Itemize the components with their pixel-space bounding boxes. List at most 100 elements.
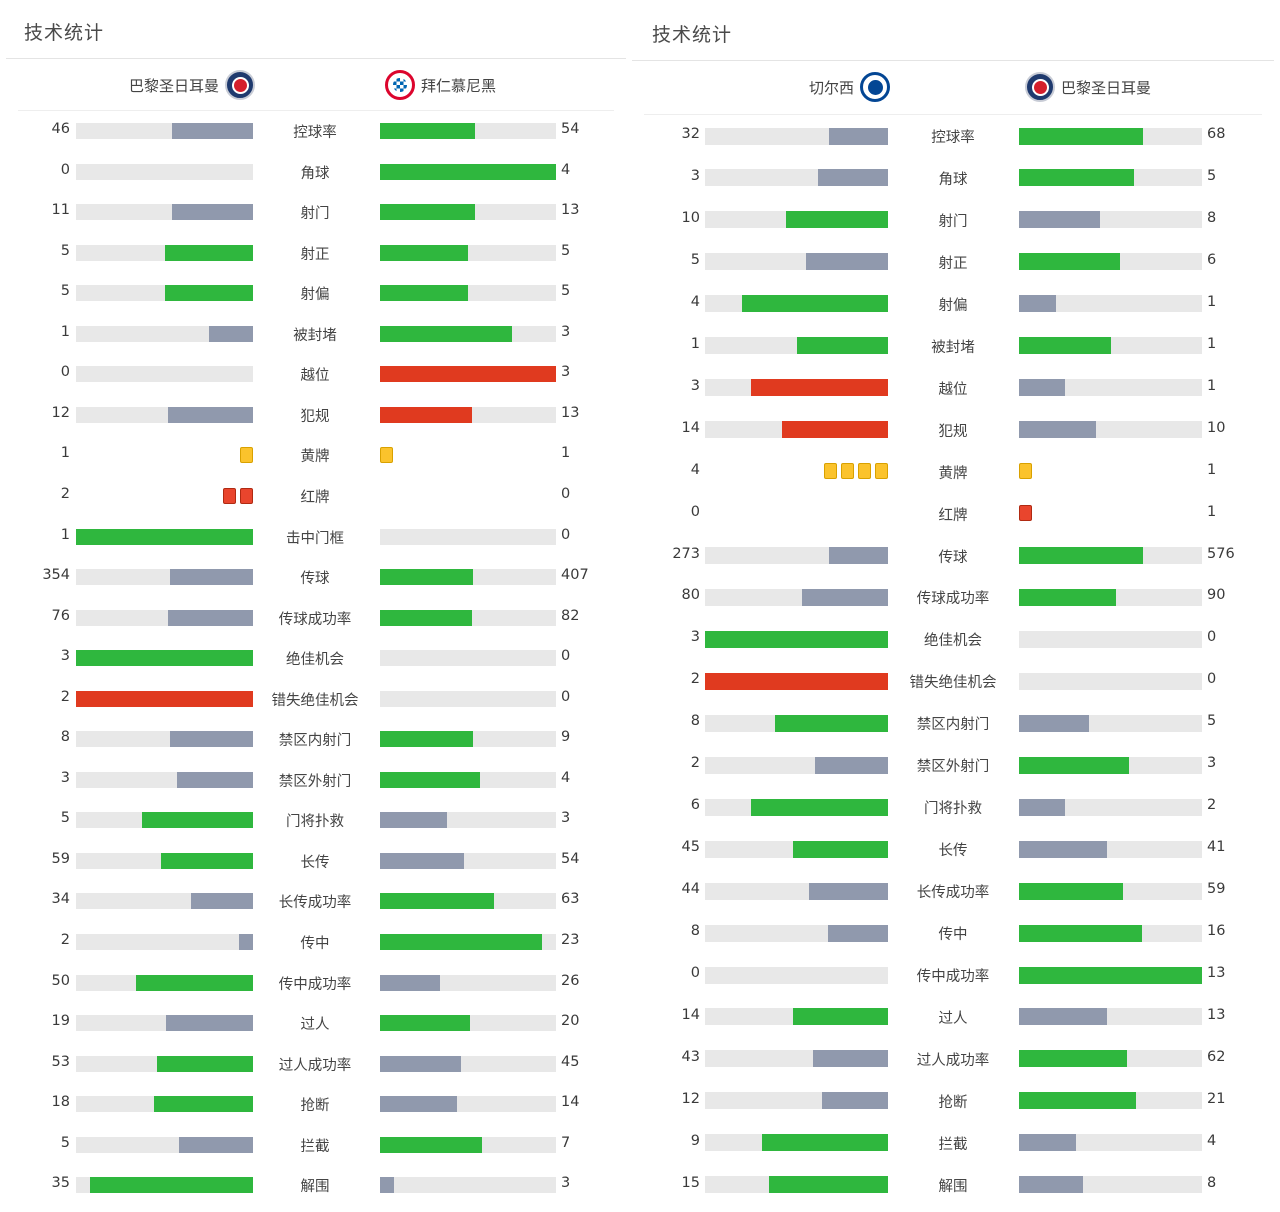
stat-row: 0 角球 4: [0, 160, 628, 184]
home-bar-track: [76, 812, 253, 829]
away-value: 26: [561, 972, 580, 989]
stat-label: 绝佳机会: [286, 652, 344, 669]
away-bar-track: [380, 406, 556, 423]
home-bar-fill: [136, 974, 253, 991]
stat-row: 5 门将扑救 3: [0, 808, 628, 832]
away-value: 63: [561, 891, 580, 908]
home-value: 273: [672, 545, 700, 562]
stat-row: 45 长传 41: [632, 837, 1280, 861]
home-bar-fill: [750, 379, 888, 397]
home-bar-fill: [785, 211, 888, 229]
home-bar-fill: [160, 852, 253, 869]
away-value: 59: [1207, 881, 1226, 898]
home-bar-fill: [818, 169, 888, 187]
home-bar-fill: [774, 714, 888, 732]
away-value: 2: [1207, 797, 1217, 814]
home-cards: [76, 447, 253, 464]
yellow-card-icon: [841, 463, 854, 480]
stat-row: 8 禁区内射门 9: [0, 727, 628, 751]
home-bar-track: [76, 1177, 253, 1194]
away-value: 82: [561, 607, 580, 624]
away-bar-fill: [1019, 1176, 1084, 1194]
home-bar-track: [705, 1050, 888, 1068]
stats-panel-right: 技术统计 切尔西 巴黎圣日耳曼 32 控球率 68 3 角球 5 10 射门 8 5 射正 6 4 射偏 1…: [632, 0, 1280, 1212]
home-bar-track: [705, 211, 888, 229]
home-value: 2: [690, 671, 700, 688]
stat-row: 1 击中门框 0: [0, 525, 628, 549]
home-value: 5: [60, 1134, 70, 1151]
away-bar-track: [380, 650, 556, 667]
stat-label: 射正: [300, 246, 330, 263]
home-bar-track: [76, 731, 253, 748]
away-value: 3: [561, 810, 571, 827]
home-bar-track: [705, 421, 888, 439]
away-value: 8: [1207, 209, 1217, 226]
away-team[interactable]: 巴黎圣日耳曼: [1025, 71, 1245, 103]
home-bar-fill: [796, 337, 888, 355]
away-value: 5: [1207, 167, 1217, 184]
stat-label: 越位: [300, 368, 330, 385]
away-team-name: 拜仁慕尼黑: [421, 76, 497, 95]
home-value: 12: [51, 404, 70, 421]
home-bar-track: [76, 690, 253, 707]
stat-row: 12 犯规 13: [0, 403, 628, 427]
stat-row: 3 禁区外射门 4: [0, 768, 628, 792]
away-value: 1: [1207, 377, 1217, 394]
home-value: 80: [681, 587, 700, 604]
away-bar-track: [1019, 421, 1202, 439]
stat-label: 过人成功率: [278, 1057, 352, 1074]
home-value: 3: [60, 648, 70, 665]
away-bar-track: [1019, 379, 1202, 397]
home-bar-track: [705, 882, 888, 900]
away-value: 0: [561, 648, 571, 665]
title-divider: [6, 58, 626, 59]
stat-label: 犯规: [300, 408, 330, 425]
stat-label: 禁区内射门: [278, 733, 352, 750]
home-value: 45: [681, 839, 700, 856]
stat-row: 273 传球 576: [632, 544, 1280, 568]
stat-row: 4 黄牌 1: [632, 460, 1280, 484]
home-bar-track: [76, 609, 253, 626]
away-team[interactable]: 拜仁慕尼黑: [385, 69, 605, 101]
away-value: 0: [561, 485, 571, 502]
home-bar-fill: [90, 1177, 253, 1194]
home-bar-track: [705, 924, 888, 942]
home-bar-track: [76, 1015, 253, 1032]
psg-badge-icon: [1025, 72, 1055, 102]
home-team[interactable]: 切尔西: [672, 71, 890, 103]
stat-label: 控球率: [931, 130, 975, 146]
away-bar-track: [1019, 1050, 1202, 1068]
stat-label: 禁区外射门: [278, 773, 352, 790]
away-bar-fill: [1019, 547, 1144, 564]
home-bar-track: [705, 547, 888, 564]
stat-label: 门将扑救: [924, 801, 982, 818]
stat-label: 传中: [300, 936, 330, 952]
stat-label: 射偏: [938, 297, 968, 314]
stat-row: 3 越位 1: [632, 376, 1280, 400]
stat-row: 0 传中成功率 13: [632, 963, 1280, 987]
stat-label: 越位: [938, 381, 968, 398]
away-bar-track: [380, 974, 556, 991]
home-bar-track: [76, 528, 253, 545]
away-bar-fill: [380, 123, 476, 139]
home-cards: [705, 463, 888, 480]
home-bar-fill: [705, 672, 888, 690]
away-value: 3: [561, 323, 571, 340]
home-bar-track: [705, 798, 888, 816]
away-value: 4: [561, 769, 571, 786]
away-value: 68: [1207, 126, 1226, 142]
away-bar-fill: [1019, 379, 1065, 397]
home-bar-fill: [829, 547, 888, 564]
panel-title: 技术统计: [652, 24, 733, 46]
bayern-badge-icon: [385, 70, 415, 100]
home-bar-track: [76, 366, 253, 383]
home-value: 1: [60, 445, 70, 462]
away-bar-fill: [1019, 966, 1202, 984]
home-bar-fill: [164, 285, 253, 302]
home-bar-track: [76, 650, 253, 667]
away-bar-track: [380, 1177, 556, 1194]
home-bar-track: [705, 588, 888, 606]
home-team[interactable]: 巴黎圣日耳曼: [30, 69, 255, 101]
home-bar-track: [76, 406, 253, 423]
stat-label: 传球: [938, 549, 968, 566]
